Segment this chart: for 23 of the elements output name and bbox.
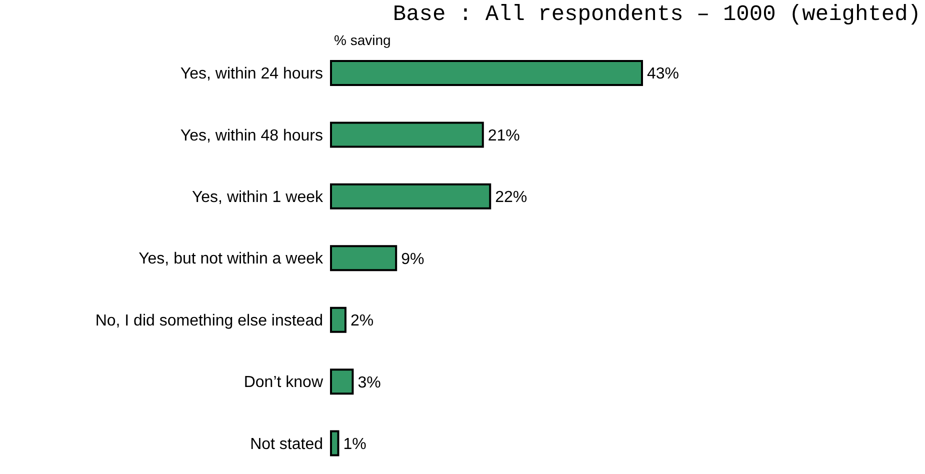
bar — [330, 245, 398, 272]
y-tick-label: No, I did something else instead — [95, 312, 323, 330]
x-axis-title: % saving — [334, 32, 391, 48]
data-label: 9% — [401, 250, 424, 268]
y-tick-label: Yes, but not within a week — [138, 250, 324, 268]
data-label: 3% — [358, 374, 381, 392]
y-tick-label: Yes, within 48 hours — [180, 127, 323, 144]
data-label: 1% — [343, 436, 366, 453]
bar — [330, 430, 340, 456]
y-tick-label: Don’t know — [244, 374, 324, 392]
data-label: 43% — [647, 66, 680, 83]
chart-title: Base : All respondents – 1000 (weighted) — [392, 2, 922, 27]
data-label: 21% — [488, 127, 520, 144]
bar — [330, 122, 484, 148]
y-tick-label: Yes, within 1 week — [192, 188, 324, 206]
data-label: 2% — [350, 312, 374, 330]
bar — [330, 60, 643, 86]
bar — [330, 306, 346, 333]
bar — [330, 368, 354, 395]
bar — [330, 183, 492, 210]
data-label: 22% — [495, 189, 528, 206]
y-tick-label: Not stated — [250, 436, 323, 453]
y-tick-label: Yes, within 24 hours — [180, 66, 323, 83]
